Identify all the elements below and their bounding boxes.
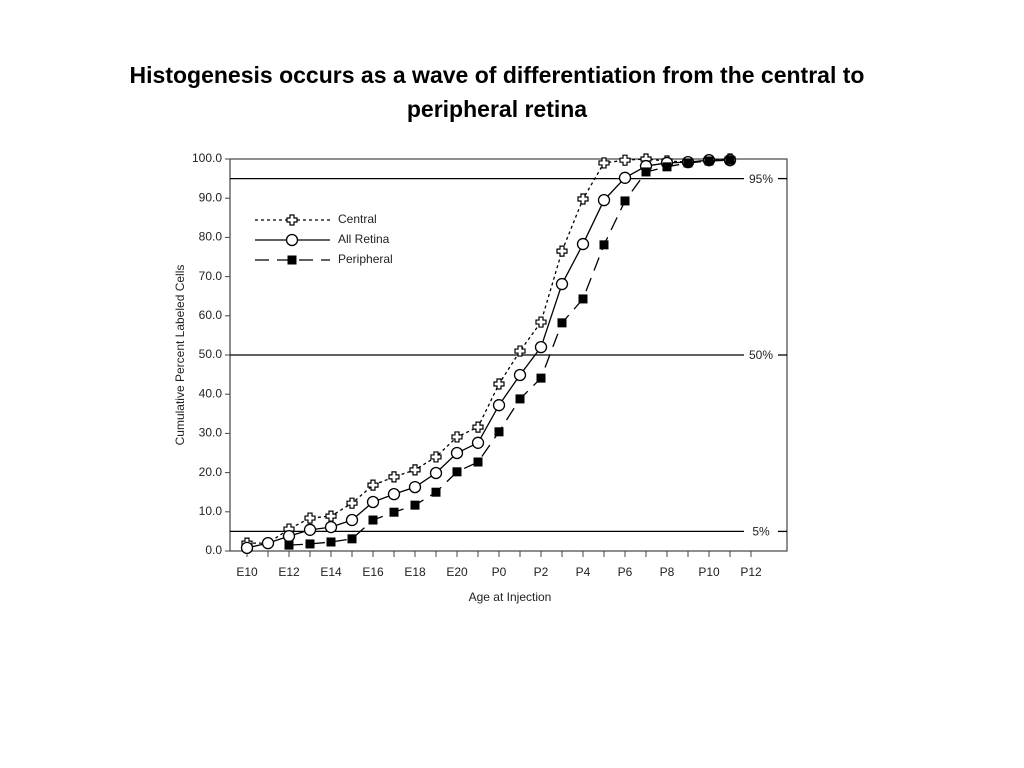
x-tick-label: E14	[320, 565, 342, 579]
data-point	[555, 277, 569, 291]
data-point	[303, 523, 317, 536]
data-point	[409, 464, 421, 476]
x-axis-label: Age at Injection	[469, 590, 552, 604]
x-tick-label: E10	[236, 565, 258, 579]
data-point	[578, 294, 588, 304]
data-point	[367, 479, 379, 491]
data-point	[261, 537, 275, 550]
data-point	[534, 341, 548, 354]
data-point	[576, 237, 590, 251]
data-point	[704, 156, 714, 166]
data-point	[683, 158, 693, 168]
y-tick-label: 40.0	[199, 386, 223, 400]
data-point	[240, 541, 254, 555]
reference-label: 50%	[749, 348, 773, 362]
data-point	[514, 345, 526, 357]
data-point	[725, 155, 735, 165]
data-point	[619, 154, 631, 166]
legend-marker	[286, 214, 298, 226]
data-point	[304, 512, 316, 524]
y-tick-label: 20.0	[199, 465, 223, 479]
data-point	[347, 534, 357, 544]
data-point	[557, 318, 567, 328]
data-point	[324, 520, 338, 534]
y-axis-label: Cumulative Percent Labeled Cells	[173, 265, 187, 446]
y-tick-label: 90.0	[199, 190, 223, 204]
data-point	[451, 431, 463, 443]
data-point	[492, 399, 506, 412]
x-tick-label: E18	[404, 565, 426, 579]
data-point	[305, 539, 315, 549]
data-point	[410, 500, 420, 510]
data-point	[429, 466, 443, 480]
data-point	[387, 488, 401, 501]
data-point	[325, 510, 337, 522]
data-point	[472, 421, 484, 433]
data-point	[577, 193, 589, 205]
data-point	[599, 240, 609, 250]
series-line	[246, 159, 730, 549]
data-point	[493, 378, 505, 390]
y-tick-label: 0.0	[205, 543, 222, 557]
data-point	[408, 480, 422, 494]
data-point	[284, 540, 294, 550]
legend-label: Peripheral	[338, 252, 393, 266]
series-line	[247, 158, 731, 544]
data-point	[620, 196, 630, 206]
y-tick-label: 80.0	[199, 230, 223, 244]
chart-title: Histogenesis occurs as a wave of differe…	[129, 62, 865, 122]
data-point	[494, 427, 504, 437]
data-point	[388, 471, 400, 483]
data-point	[430, 451, 442, 463]
data-point	[282, 529, 296, 543]
data-point	[535, 316, 547, 328]
y-tick-label: 10.0	[199, 504, 223, 518]
data-point	[536, 373, 546, 383]
x-tick-label: E12	[278, 565, 300, 579]
x-tick-label: E16	[362, 565, 384, 579]
data-point	[346, 497, 358, 509]
data-point	[598, 157, 610, 169]
data-point	[452, 467, 462, 477]
series-line	[288, 159, 731, 546]
y-tick-label: 30.0	[199, 426, 223, 440]
data-point	[597, 194, 611, 207]
data-point	[641, 167, 651, 177]
data-point	[345, 513, 359, 527]
data-point	[368, 515, 378, 525]
data-point	[618, 171, 632, 184]
data-point	[473, 457, 483, 467]
x-tick-label: P6	[618, 565, 633, 579]
x-tick-label: P0	[492, 565, 507, 579]
data-point	[366, 495, 380, 509]
y-tick-label: 60.0	[199, 308, 223, 322]
y-tick-label: 70.0	[199, 269, 223, 283]
legend-marker	[285, 233, 299, 247]
data-point	[431, 487, 441, 497]
x-tick-label: P4	[576, 565, 591, 579]
x-tick-label: P10	[698, 565, 720, 579]
y-tick-label: 50.0	[199, 347, 223, 361]
data-point	[471, 436, 485, 449]
y-tick-label: 100.0	[192, 151, 222, 165]
data-point	[513, 368, 527, 382]
legend-label: All Retina	[338, 232, 390, 246]
reference-label: 95%	[749, 172, 773, 186]
data-point	[662, 162, 672, 172]
legend-marker	[287, 255, 297, 265]
x-tick-label: P8	[660, 565, 675, 579]
data-point	[450, 446, 464, 460]
data-point	[389, 507, 399, 517]
x-tick-label: P12	[740, 565, 762, 579]
x-tick-label: P2	[534, 565, 549, 579]
reference-label: 5%	[752, 525, 770, 539]
legend-label: Central	[338, 212, 377, 226]
data-point	[515, 394, 525, 404]
data-point	[326, 537, 336, 547]
x-tick-label: E20	[446, 565, 468, 579]
data-point	[556, 245, 568, 257]
